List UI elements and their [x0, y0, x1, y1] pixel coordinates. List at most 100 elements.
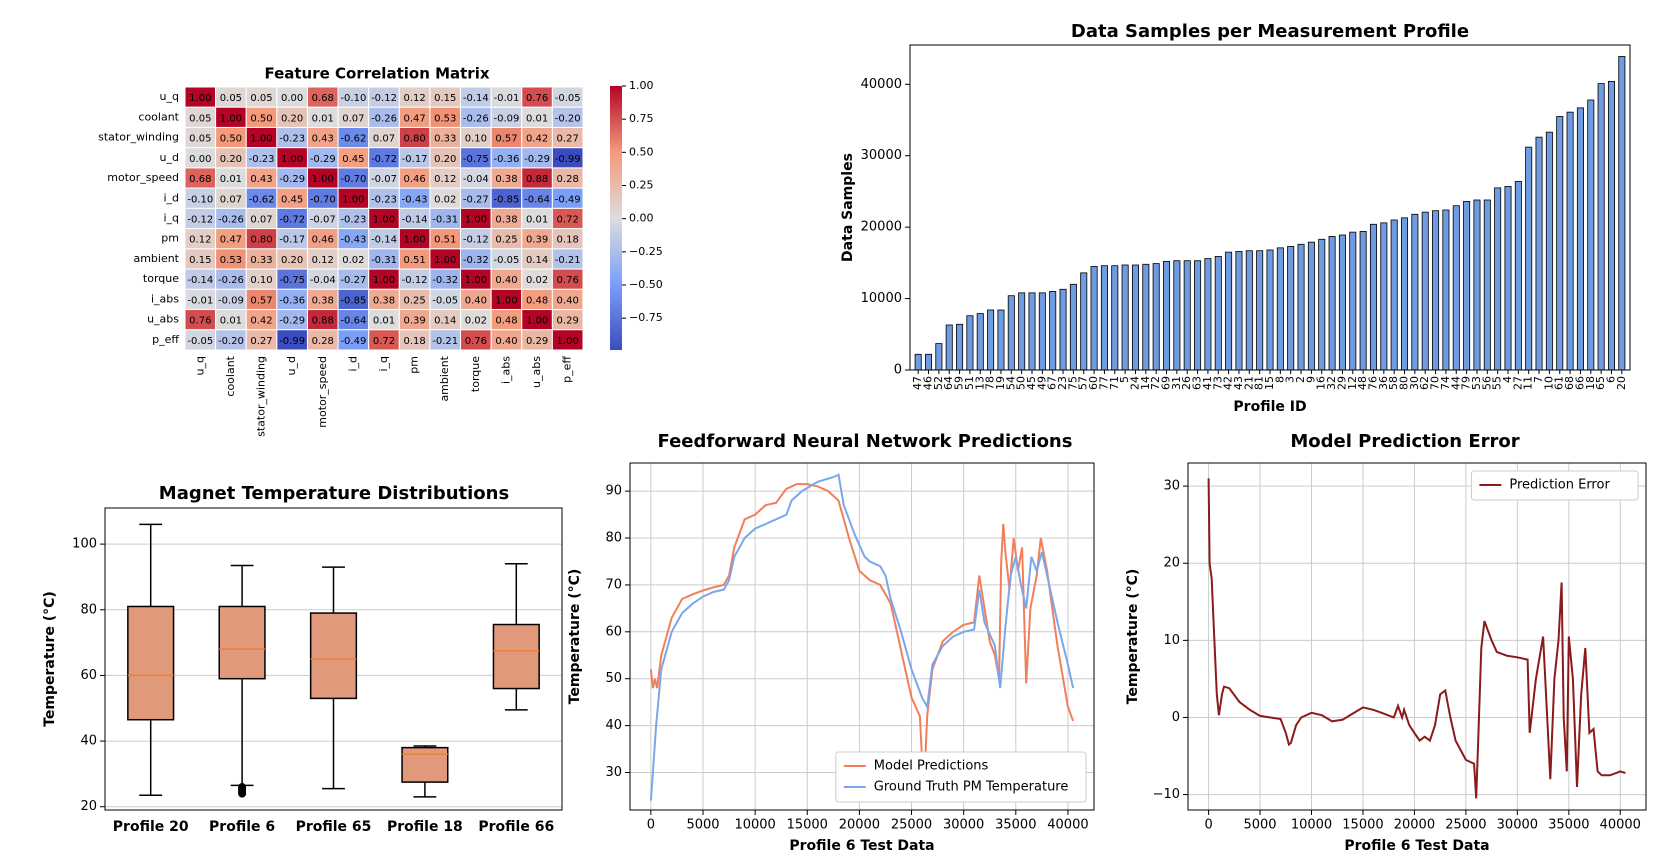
x-tick-label: 14 [1139, 376, 1152, 390]
x-tick-label: 69 [1160, 376, 1173, 390]
x-tick-label: 35000 [995, 818, 1036, 833]
bar [1421, 211, 1429, 371]
cell-label: 0.14 [434, 316, 456, 327]
cell-label: -0.26 [463, 113, 489, 124]
cell-label: 0.76 [189, 316, 211, 327]
cell-label: 0.07 [342, 113, 364, 124]
x-tick-label: 55 [1491, 376, 1504, 390]
x-tick-label: 41 [1201, 376, 1214, 390]
cell-label: -0.21 [555, 255, 581, 266]
cell-label: -0.10 [340, 93, 366, 104]
legend-label: Ground Truth PM Temperature [874, 780, 1069, 795]
x-tick-label: 61 [1553, 376, 1566, 390]
colorbar-tick-label: −0.25 [629, 245, 663, 258]
row-label: u_d [160, 151, 179, 164]
cell-label: 0.00 [281, 93, 303, 104]
x-axis-label: Profile 6 Test Data [1344, 838, 1489, 854]
cell-label: -0.72 [371, 154, 397, 165]
cell-label: 1.00 [342, 194, 364, 205]
cell-label: 0.27 [557, 134, 579, 145]
cell-label: 0.01 [220, 316, 242, 327]
cell-label: 0.14 [526, 255, 548, 266]
x-tick-label: 25000 [891, 818, 932, 833]
x-tick-label: 3 [1284, 376, 1297, 383]
cell-label: 0.20 [281, 113, 303, 124]
x-tick-label: 66 [1573, 376, 1586, 390]
cell-label: 0.80 [403, 134, 425, 145]
y-axis-label: Temperature (°C) [567, 569, 583, 705]
cell-label: 0.38 [312, 295, 334, 306]
bar [1131, 264, 1139, 371]
cell-label: 0.39 [526, 235, 548, 246]
bar [1152, 263, 1160, 371]
cell-label: 0.07 [220, 194, 242, 205]
x-tick-label: 58 [1387, 376, 1400, 390]
bar [1214, 256, 1222, 371]
cell-label: -0.62 [249, 194, 275, 205]
cell-label: 1.00 [495, 295, 517, 306]
cell-label: 1.00 [373, 215, 395, 226]
x-tick-label: 11 [1522, 376, 1535, 390]
bar [1194, 260, 1202, 371]
row-label: pm [161, 232, 179, 245]
x-tick-label: 9 [1304, 376, 1317, 383]
cell-label: 0.48 [495, 316, 517, 327]
x-tick-label: 44 [1449, 376, 1462, 390]
cell-label: 0.76 [557, 275, 579, 286]
bar [1307, 241, 1315, 371]
box [401, 746, 449, 783]
y-tick-label: 0 [1172, 710, 1180, 725]
cell-label: 1.00 [281, 154, 303, 165]
bar [1225, 251, 1233, 371]
cell-label: 0.40 [495, 275, 517, 286]
bar [1163, 261, 1171, 371]
row-label: i_q [163, 212, 179, 225]
cell-label: 0.53 [434, 113, 456, 124]
bar [1556, 116, 1564, 371]
bar [1297, 243, 1305, 371]
cell-label: 0.47 [220, 235, 242, 246]
bar [1607, 81, 1615, 371]
colorbar-tick-label: 0.00 [629, 212, 654, 225]
y-axis-label: Temperature (°C) [42, 591, 58, 727]
cell-label: -0.99 [555, 154, 581, 165]
column-label: torque [469, 356, 482, 392]
cell-label: 0.05 [250, 93, 272, 104]
cell-label: 0.51 [434, 235, 456, 246]
cell-label: 0.10 [465, 134, 487, 145]
column-label: ambient [438, 355, 451, 401]
bar [1483, 199, 1491, 371]
x-tick-label: 30000 [1497, 818, 1538, 833]
cell-label: -0.23 [371, 194, 397, 205]
bar [997, 309, 1005, 371]
x-tick-label: 18 [1584, 376, 1597, 390]
line-series [1207, 478, 1626, 799]
cell-label: 0.05 [189, 134, 211, 145]
x-tick-label: 64 [942, 376, 955, 390]
column-label: motor_speed [316, 356, 329, 428]
bar [1007, 295, 1015, 371]
cell-label: -0.23 [279, 134, 305, 145]
x-tick-label: 43 [1232, 376, 1245, 390]
box [492, 623, 540, 690]
x-tick-label: 5000 [1243, 818, 1276, 833]
x-tick-label: 76 [1366, 376, 1379, 390]
bar [1069, 283, 1077, 371]
y-tick-label: 60 [605, 624, 622, 639]
cell-label: 0.10 [250, 275, 272, 286]
bar [1121, 264, 1129, 371]
cell-label: 0.02 [526, 275, 548, 286]
cell-label: -0.29 [310, 154, 336, 165]
bar [1287, 246, 1295, 371]
cell-label: -0.05 [494, 255, 520, 266]
cell-label: -0.49 [340, 336, 366, 347]
x-tick-label: 21 [1242, 376, 1255, 390]
cell-label: -0.05 [187, 336, 213, 347]
cell-label: 0.45 [342, 154, 364, 165]
colorbar-tick-label: −0.50 [629, 278, 663, 291]
bar [1080, 272, 1088, 371]
x-tick-label: 73 [1211, 376, 1224, 390]
cell-label: 0.50 [250, 113, 272, 124]
x-tick-label: 65 [1594, 376, 1607, 390]
colorbar-tick-label: −0.75 [629, 311, 663, 324]
